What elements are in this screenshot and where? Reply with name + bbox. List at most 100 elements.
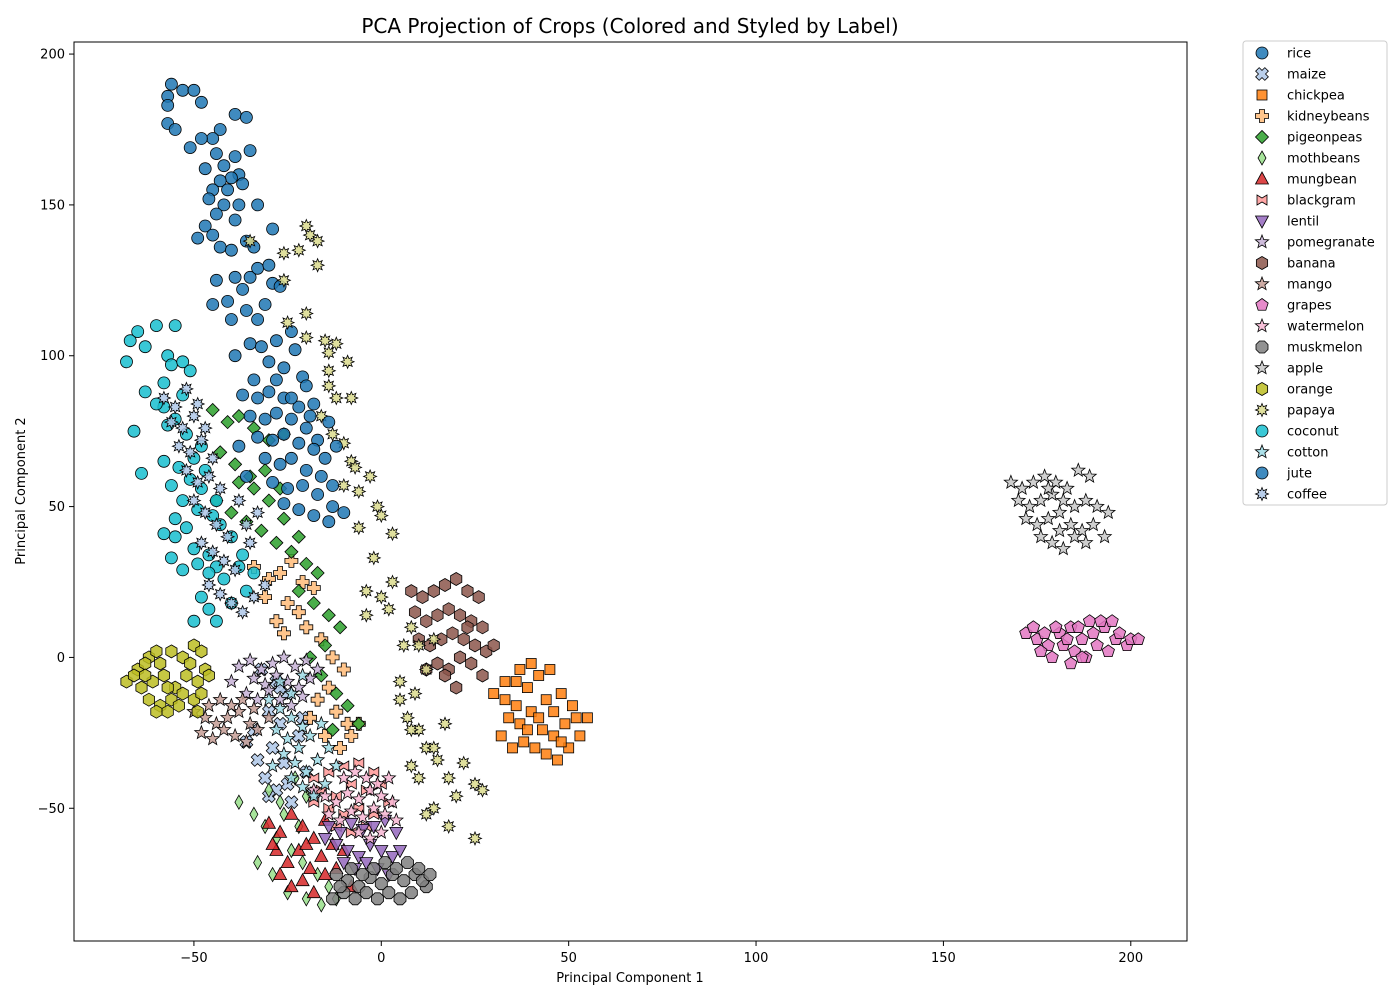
point-mango	[223, 697, 240, 713]
point-rice	[198, 162, 212, 176]
point-jute	[243, 409, 257, 423]
chart-title: PCA Projection of Crops (Colored and Sty…	[361, 14, 898, 38]
point-kidneybeans	[284, 554, 299, 568]
point-kidneybeans	[273, 566, 288, 580]
point-pomegranate	[238, 685, 255, 701]
point-pigeonpeas	[310, 565, 325, 581]
point-lentil	[332, 827, 348, 841]
legend-item-coconut: coconut	[1255, 425, 1339, 440]
point-grapes	[1075, 650, 1089, 664]
point-pomegranate	[298, 652, 315, 667]
point-kidneybeans	[344, 729, 359, 743]
point-watermelon	[373, 824, 390, 839]
point-pigeonpeas	[325, 722, 340, 737]
point-mango	[246, 700, 262, 716]
point-grapes	[1071, 620, 1085, 633]
legend-label-chickpea: chickpea	[1287, 89, 1345, 104]
point-orange	[172, 698, 185, 713]
point-coffee	[182, 444, 198, 460]
x-tick-label: 200	[1118, 951, 1143, 966]
point-cotton	[283, 709, 300, 725]
point-banana	[450, 680, 463, 695]
point-mothbeans	[249, 806, 259, 823]
point-muskmelon	[367, 862, 381, 876]
point-chickpea	[574, 730, 586, 742]
series-cotton	[261, 667, 345, 803]
point-watermelon	[351, 791, 367, 806]
point-coconut	[179, 521, 193, 535]
point-papaya	[336, 477, 352, 494]
point-rice	[247, 373, 261, 387]
y-tick-label: 50	[48, 500, 65, 515]
point-kidneybeans	[258, 590, 273, 604]
point-pigeonpeas	[261, 493, 276, 508]
point-rice	[221, 294, 235, 308]
point-rice	[243, 144, 257, 158]
point-pigeonpeas	[231, 409, 246, 424]
point-jute	[307, 509, 321, 522]
point-apple	[1040, 510, 1057, 526]
legend-marker-blackgram	[1256, 194, 1268, 206]
point-jute	[299, 421, 313, 435]
point-kidneybeans	[295, 575, 310, 589]
point-grapes	[1026, 620, 1041, 633]
point-jute	[262, 385, 276, 399]
point-pigeonpeas	[228, 457, 243, 472]
point-coffee	[193, 535, 209, 551]
point-orange	[150, 704, 163, 719]
point-rice	[209, 147, 223, 161]
point-papaya	[474, 782, 491, 798]
point-mango	[242, 715, 258, 731]
point-jute	[299, 463, 313, 477]
point-rice	[224, 313, 238, 326]
point-rice	[206, 228, 220, 242]
point-lentil	[329, 839, 344, 853]
x-axis: −50 0 50 100 150 200	[180, 941, 1143, 966]
point-papaya	[351, 520, 367, 536]
plot-area	[73, 41, 1188, 942]
point-mungbean	[272, 866, 288, 880]
legend-item-mungbean: mungbean	[1254, 171, 1357, 188]
point-coffee	[193, 432, 209, 448]
point-mungbean	[299, 836, 314, 850]
point-muskmelon	[329, 868, 343, 882]
series-apple	[1003, 462, 1117, 556]
point-pigeonpeas	[340, 698, 355, 713]
series-coffee	[156, 381, 273, 620]
point-rice	[254, 340, 268, 354]
point-papaya	[411, 637, 427, 653]
point-jute	[269, 406, 283, 420]
legend-item-kidneybeans: kidneybeans	[1255, 109, 1370, 125]
point-maize	[258, 771, 273, 786]
y-tick-label: 100	[40, 349, 65, 364]
point-rice	[258, 298, 272, 311]
point-cotton	[272, 700, 288, 716]
point-papaya	[343, 390, 359, 406]
point-chickpea	[559, 718, 571, 730]
point-watermelon	[366, 800, 382, 815]
point-cotton	[309, 751, 326, 767]
point-rice	[243, 270, 257, 284]
point-rice	[206, 132, 220, 145]
legend-item-cotton: cotton	[1254, 443, 1329, 461]
point-muskmelon	[389, 862, 403, 876]
point-mungbean	[284, 806, 299, 820]
point-apple	[1081, 468, 1098, 483]
point-papaya	[403, 619, 419, 635]
point-pigeonpeas	[254, 523, 269, 538]
point-cotton	[287, 754, 303, 770]
legend-label-pomegranate: pomegranate	[1287, 236, 1375, 251]
point-coconut	[127, 424, 141, 438]
point-coconut	[138, 340, 152, 354]
point-coconut	[168, 319, 182, 333]
series-papaya	[242, 218, 491, 846]
point-pomegranate	[242, 652, 258, 667]
point-coffee	[186, 408, 202, 424]
point-mungbean	[302, 860, 318, 874]
point-rice	[194, 132, 208, 145]
point-watermelon	[384, 794, 401, 809]
point-cotton	[317, 775, 333, 791]
point-papaya	[242, 233, 258, 249]
point-jute	[258, 412, 272, 426]
point-orange	[180, 668, 193, 683]
